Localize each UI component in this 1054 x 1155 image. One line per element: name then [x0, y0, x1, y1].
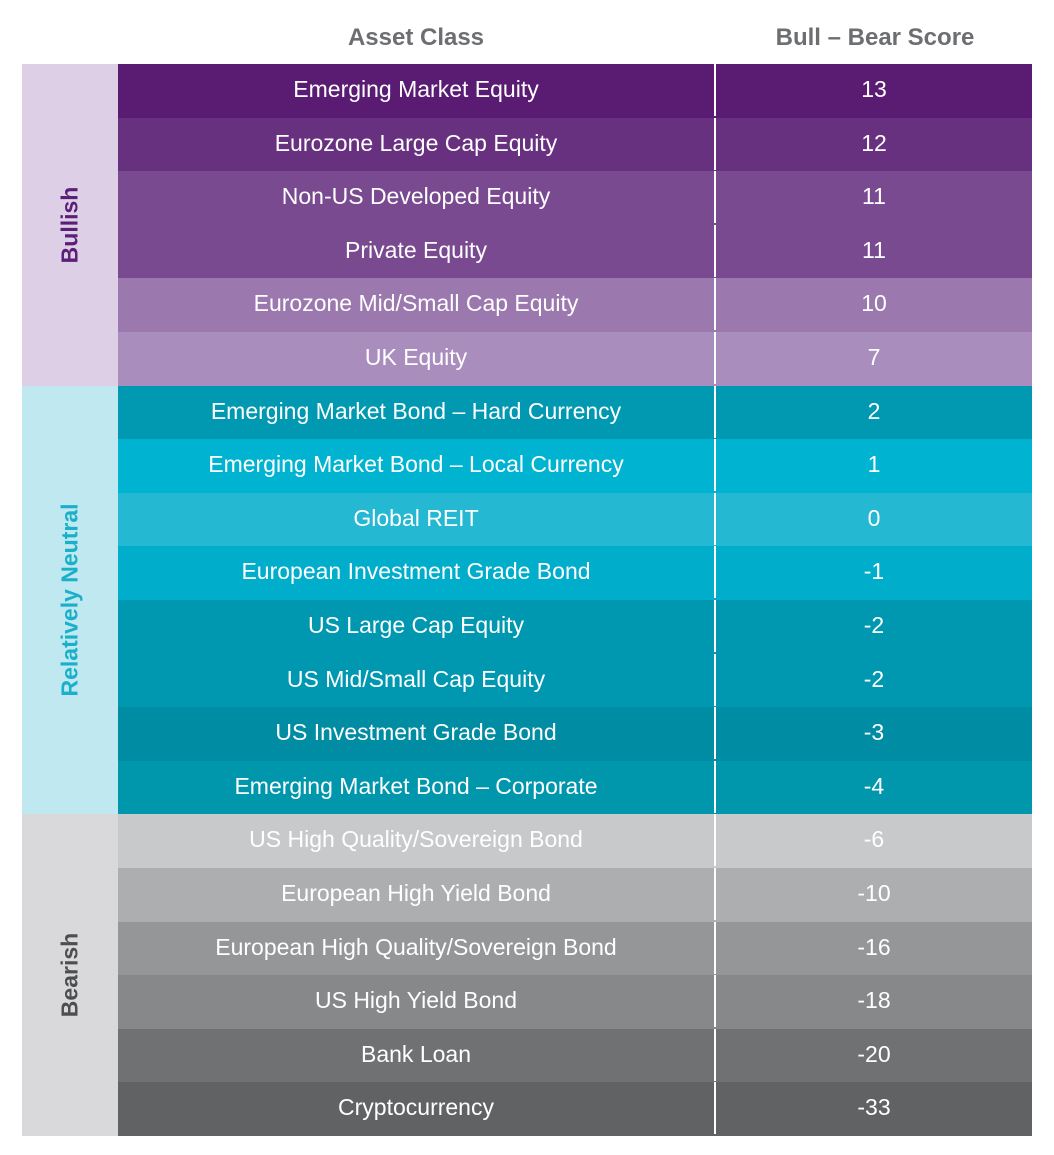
score-cell: 0: [867, 504, 881, 531]
table-row: Emerging Market Equity 13: [118, 64, 1032, 120]
table-row: Emerging Market Bond – Corporate -4: [118, 760, 1032, 817]
asset-class-cell: Eurozone Mid/Small Cap Equity: [118, 278, 716, 331]
asset-class-cell: Non-US Developed Equity: [118, 171, 716, 224]
group-band: Relatively Neutral: [22, 385, 118, 815]
table-row: Bank Loan -20: [118, 1028, 1032, 1085]
asset-class-cell: UK Equity: [118, 332, 716, 384]
score-cell: 7: [867, 344, 881, 370]
table-row: Eurozone Mid/Small Cap Equity 10: [118, 278, 1032, 334]
score-cell: -10: [857, 880, 891, 906]
table-row: US High Quality/Sovereign Bond -6: [118, 814, 1032, 870]
table-row: US Investment Grade Bond -3: [118, 707, 1032, 763]
asset-class-cell: Emerging Market Bond – Hard Currency: [118, 385, 716, 438]
asset-class-cell: Emerging Market Equity: [118, 64, 716, 116]
score-header: Bull – Bear Score: [775, 24, 975, 51]
asset-class-cell: US High Quality/Sovereign Bond: [118, 814, 716, 867]
group-band: Bullish: [22, 64, 118, 386]
score-cell: -3: [863, 719, 885, 746]
table-row: Non-US Developed Equity 11: [118, 171, 1032, 227]
score-cell: 12: [861, 129, 887, 156]
score-cell: 10: [861, 290, 887, 317]
asset-class-cell: Private Equity: [118, 224, 716, 277]
table-row: US High Yield Bond -18: [118, 975, 1032, 1031]
table-row: European High Yield Bond -10: [118, 868, 1032, 924]
score-cell: -2: [863, 612, 885, 638]
table-row: European High Quality/Sovereign Bond -16: [118, 921, 1032, 978]
asset-class-cell: European High Yield Bond: [118, 868, 716, 920]
table-row: Emerging Market Bond – Hard Currency 2: [118, 385, 1032, 442]
asset-class-cell: US High Yield Bond: [118, 975, 716, 1028]
score-cell: 2: [867, 397, 881, 424]
asset-class-cell: Emerging Market Bond – Local Currency: [118, 439, 716, 492]
asset-class-cell: Eurozone Large Cap Equity: [118, 117, 716, 170]
table-row: Private Equity 11: [118, 224, 1032, 281]
score-cell: -1: [863, 558, 885, 585]
table-row: US Large Cap Equity -2: [118, 600, 1032, 656]
asset-class-cell: Bank Loan: [118, 1028, 716, 1081]
score-cell: 11: [862, 183, 886, 210]
score-cell: 1: [867, 451, 881, 478]
score-cell: -6: [863, 826, 885, 853]
asset-class-cell: European Investment Grade Bond: [118, 546, 716, 599]
score-cell: 13: [861, 76, 887, 102]
table-row: Eurozone Large Cap Equity 12: [118, 117, 1032, 174]
score-cell: 11: [862, 236, 886, 263]
group-label: Bearish: [56, 933, 83, 1018]
asset-class-header: Asset Class: [347, 24, 485, 51]
table-row: Emerging Market Bond – Local Currency 1: [118, 439, 1032, 495]
table-row: Global REIT 0: [118, 492, 1032, 549]
table-row: Cryptocurrency -33: [118, 1082, 1032, 1138]
score-cell: -2: [863, 665, 885, 692]
table-row: UK Equity 7: [118, 332, 1032, 388]
score-cell: -16: [857, 933, 891, 960]
asset-class-cell: Global REIT: [118, 492, 716, 545]
score-cell: -20: [857, 1040, 891, 1067]
asset-class-cell: US Large Cap Equity: [118, 600, 716, 652]
asset-class-cell: Cryptocurrency: [118, 1082, 716, 1135]
group-label: Bullish: [56, 186, 83, 264]
table-row: US Mid/Small Cap Equity -2: [118, 653, 1032, 710]
asset-class-cell: Emerging Market Bond – Corporate: [118, 760, 716, 813]
score-cell: -18: [857, 987, 891, 1014]
score-cell: -33: [857, 1094, 891, 1121]
asset-class-cell: US Investment Grade Bond: [118, 707, 716, 760]
asset-class-cell: US Mid/Small Cap Equity: [118, 653, 716, 706]
asset-class-cell: European High Quality/Sovereign Bond: [118, 921, 716, 974]
group-band: Bearish: [22, 814, 118, 1136]
score-cell: -4: [863, 772, 885, 799]
group-label: Relatively Neutral: [56, 503, 83, 697]
table-row: European Investment Grade Bond -1: [118, 546, 1032, 602]
